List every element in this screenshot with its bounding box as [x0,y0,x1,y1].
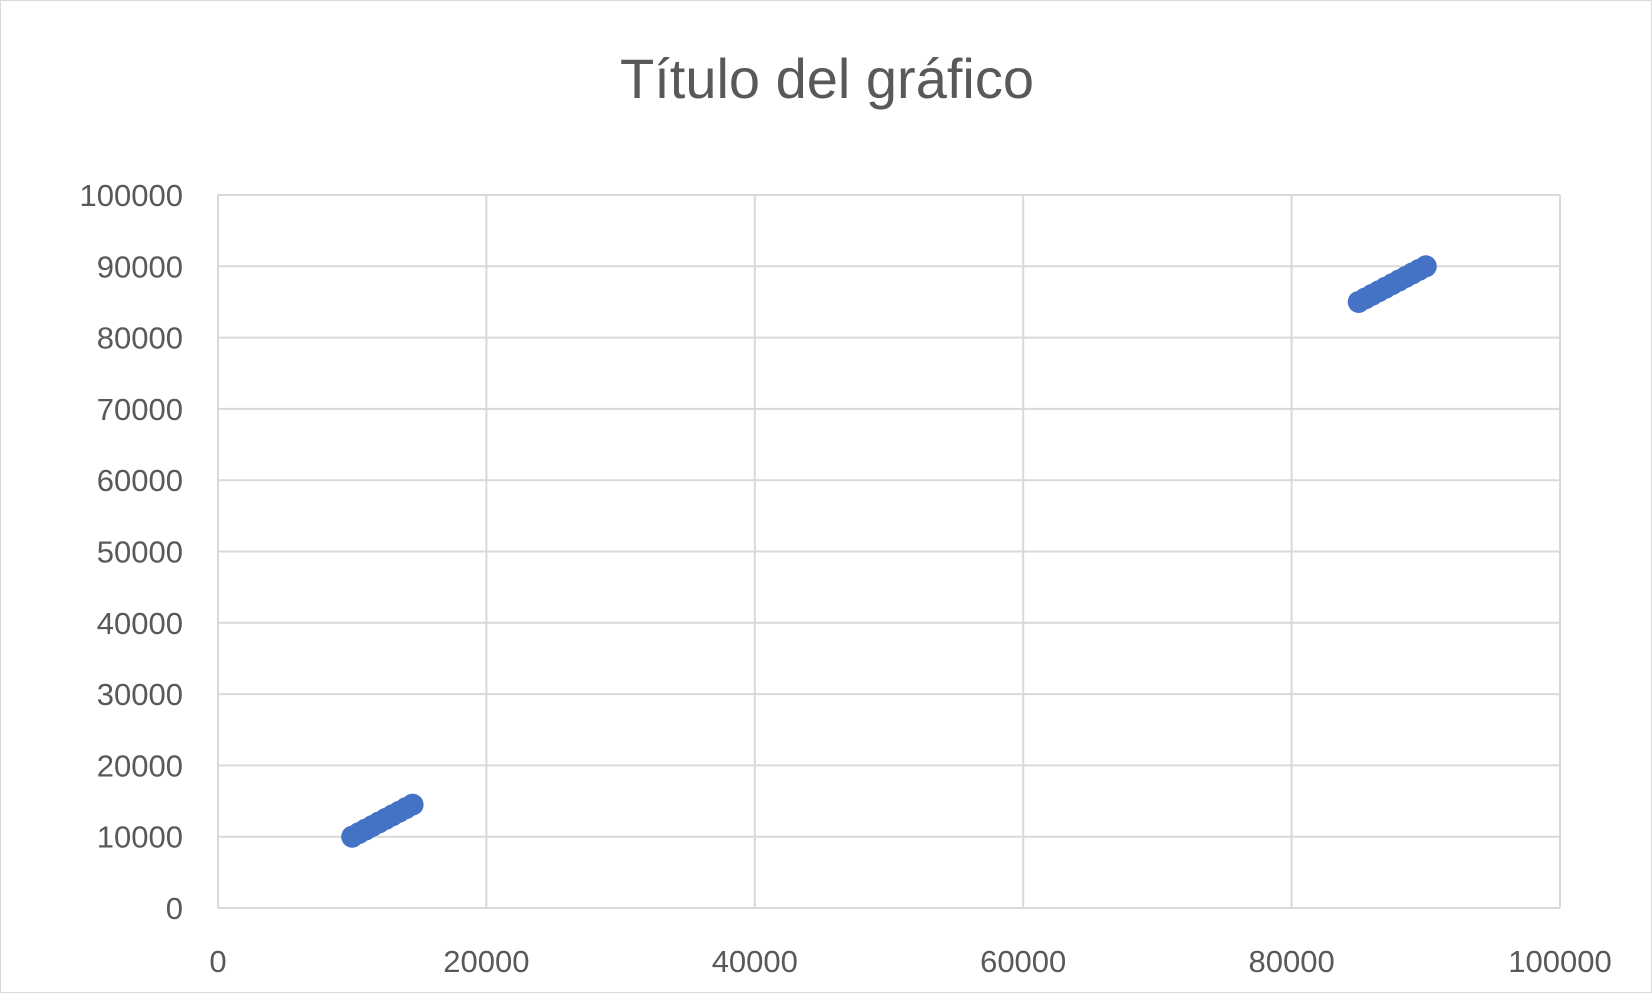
y-tick-label: 10000 [97,820,183,855]
y-tick-label: 80000 [97,321,183,356]
x-tick-label: 0 [209,944,226,979]
x-tick-label: 80000 [1248,944,1334,979]
y-tick-label: 40000 [97,606,183,641]
y-tick-label: 30000 [97,677,183,712]
y-tick-label: 0 [166,891,183,926]
data-point [401,793,424,816]
tick-labels: 0 10000 20000 30000 40000 50000 60000 70000 8000… [80,178,1612,979]
axes [217,195,1560,909]
x-tick-label: 60000 [980,944,1066,979]
y-tick-label: 60000 [97,463,183,498]
y-tick-label: 90000 [97,249,183,284]
y-tick-label: 70000 [97,392,183,427]
gridlines [218,194,1561,908]
chart-title: Título del gráfico [620,47,1034,110]
y-tick-label: 50000 [97,535,183,570]
x-tick-label: 100000 [1508,944,1611,979]
data-point [1414,255,1437,278]
x-tick-label: 20000 [443,944,529,979]
y-tick-label: 20000 [97,748,183,783]
x-tick-label: 40000 [712,944,798,979]
data-points [341,255,1437,848]
y-tick-label: 100000 [80,178,183,213]
